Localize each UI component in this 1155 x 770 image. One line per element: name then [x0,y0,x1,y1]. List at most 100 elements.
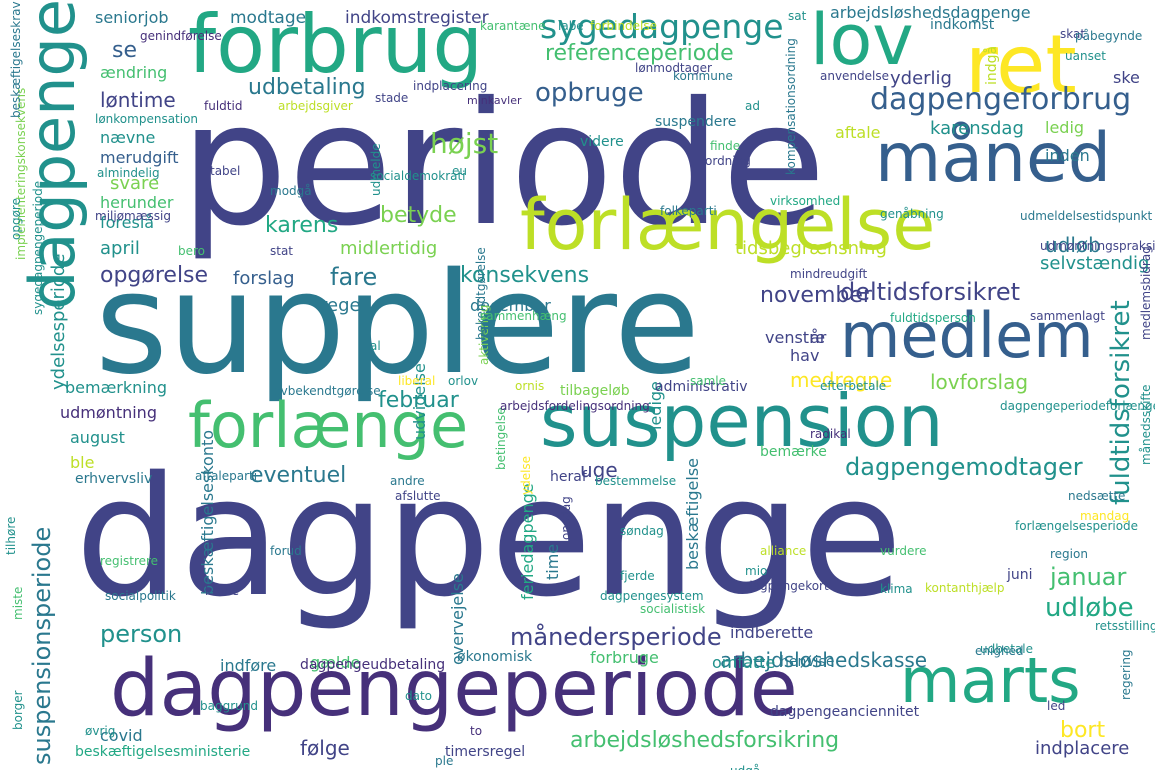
cloud-word: sat [788,9,807,23]
cloud-word: forbrug [188,0,484,91]
cloud-word: bero [178,244,206,258]
cloud-word: ple [435,754,454,768]
cloud-word: minkavler [467,94,522,107]
cloud-word: år [810,328,827,347]
cloud-word: månedersperiode [510,623,722,651]
cloud-word: løntime [100,88,176,112]
cloud-word: fjerde [620,569,655,583]
cloud-word: opgørelse [100,263,209,288]
cloud-word: suspendere [655,114,737,130]
cloud-word: aftale [835,123,881,142]
cloud-word: stade [375,91,409,105]
cloud-word: bort [1060,718,1106,743]
cloud-word: opbruge [535,78,644,108]
cloud-word: socialdemokrati [370,169,466,183]
cloud-word: indkomst [930,17,995,33]
cloud-word: foreslå [100,213,155,232]
cloud-word: ble [70,453,95,472]
cloud-word: modgå [270,184,312,198]
cloud-word: ad [745,99,760,113]
cloud-word: person [100,620,183,648]
cloud-word: vurdere [880,544,927,558]
cloud-word: indplacering [413,79,488,93]
cloud-word: søndag [620,524,664,538]
cloud-word: se [112,38,137,63]
cloud-word: betyde [380,203,457,228]
cloud-word: indføre [220,656,277,675]
cloud-word: dagpengemodtager [845,453,1083,481]
cloud-word: feriedagpenge [518,483,537,600]
cloud-word: november [760,283,872,308]
cloud-word: udbetale [980,642,1033,656]
cloud-word: miste [11,586,25,620]
cloud-word: led [1047,699,1066,713]
cloud-word: skat [1060,27,1086,41]
cloud-word: aftaleparti [195,469,258,483]
cloud-word: forlængelsesperiode [1015,519,1139,533]
cloud-word: radikal [810,427,851,441]
cloud-word: mindreudgift [790,267,868,281]
cloud-word: forlænge [188,389,469,462]
cloud-word: dagpengeperiodeforlængelse [1000,399,1155,413]
cloud-word: eu [452,164,467,178]
cloud-word: ordning [705,154,751,168]
cloud-word: krone [205,584,239,598]
cloud-word: december [470,296,551,315]
cloud-word: lønkompensation [95,112,199,126]
cloud-word: selvstændig [1040,253,1150,274]
cloud-word: heraf [550,469,587,485]
cloud-word: udbetaling [248,75,366,100]
cloud-word: nævne [100,128,156,147]
cloud-word: dagpenge [75,441,903,633]
cloud-word: januar [1050,563,1127,591]
cloud-word: videre [580,134,624,150]
cloud-word: stat [270,244,294,258]
cloud-word: fuldtidsperson [890,311,976,325]
cloud-word: regel [320,295,366,316]
cloud-word: medlemsbidrag [1139,246,1153,340]
cloud-word: socialpolitik [105,589,176,603]
cloud-word: sygedagpenge [540,7,784,46]
cloud-word: orlov [448,374,479,388]
cloud-word: indplacere [1035,738,1130,759]
cloud-word: miljømæssig [95,209,171,223]
cloud-word: påbegynde [1075,29,1143,43]
cloud-word: registrere [100,554,159,568]
cloud-word: sammenlagt [1030,309,1105,323]
cloud-word: udgå [730,765,760,770]
cloud-word: referenceperiode [545,41,734,66]
cloud-word: tidsbegrænsning [735,238,887,259]
cloud-word: indkomstregister [345,8,489,28]
cloud-word: anvendelse [820,69,890,83]
cloud-word: udmelde [369,143,383,196]
cloud-word: juni [1007,567,1033,583]
cloud-word: to [470,724,483,738]
cloud-word: fare [330,263,378,291]
cloud-word: månedsskifte [1139,384,1153,465]
cloud-word: lov [810,0,914,81]
cloud-word: sammenhæng [480,309,567,323]
cloud-word: ændring [100,63,168,82]
cloud-word: covid [100,726,143,745]
cloud-word: administrativ [655,379,748,395]
cloud-word: kompensationsordning [784,38,798,175]
cloud-word: arbejdsløshedskasse [720,648,928,672]
cloud-word: beskæftigelsesministerie [75,744,251,760]
cloud-word: socialistisk [640,602,706,616]
cloud-word: labe [558,19,584,33]
cloud-word: timersregel [445,744,526,760]
cloud-word: regering [1119,649,1133,700]
cloud-word: genåbning [880,207,944,221]
cloud-word: samle [690,374,727,388]
cloud-word: kommune [673,69,733,83]
cloud-word: forbindelse [590,19,658,33]
cloud-word: udmøntningspraksis [1040,239,1155,253]
cloud-word: karantæne [480,19,546,33]
cloud-word: svare [110,173,160,194]
cloud-word: dagpengeudbetaling [300,657,446,673]
cloud-word: herunder [100,193,174,212]
cloud-word: merudgift [100,148,179,167]
cloud-word: opgøre [9,198,23,240]
cloud-word: sygedagpengeperiode [31,180,45,315]
cloud-word: konsekvens [460,263,590,288]
